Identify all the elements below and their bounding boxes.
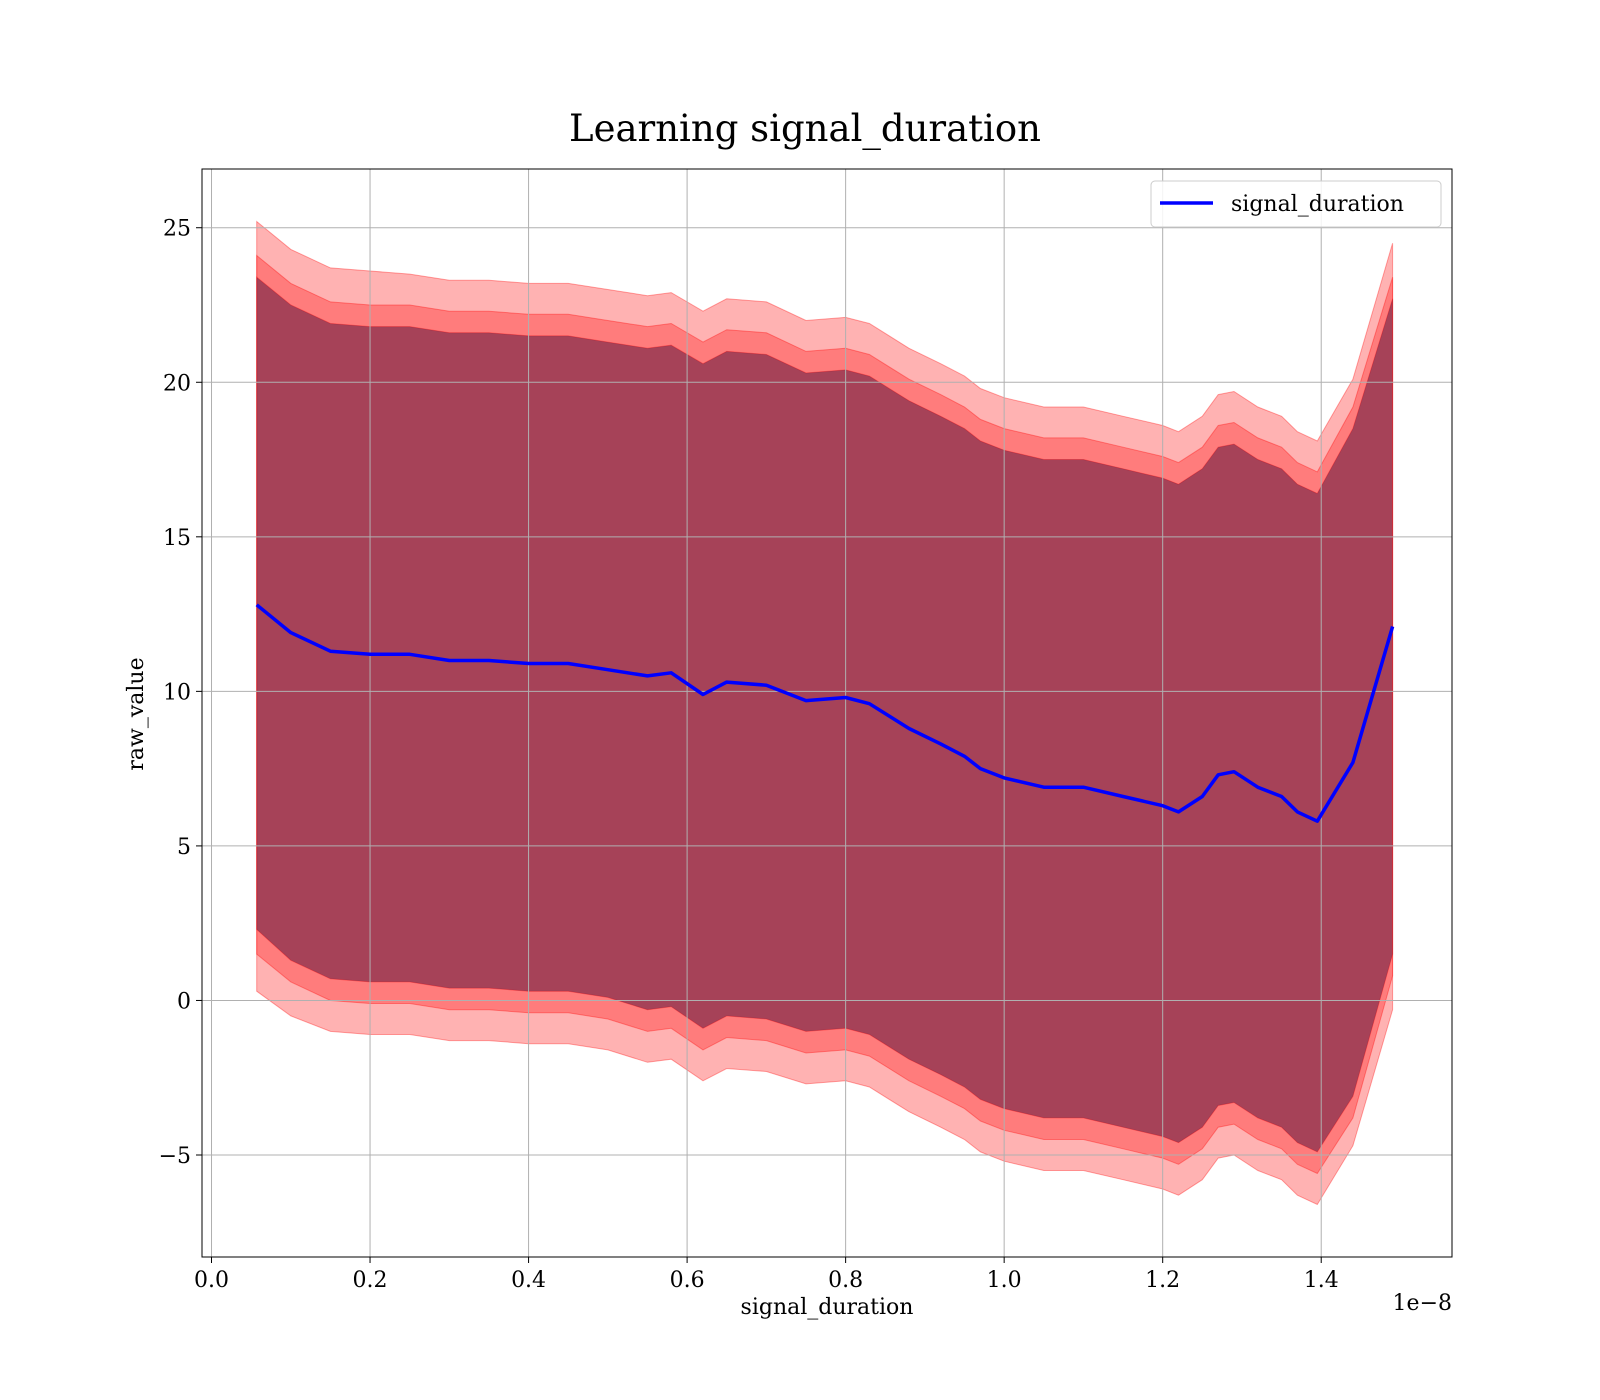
y-tick-label: 0 [177, 989, 191, 1014]
plot-background [202, 169, 1452, 1257]
x-axis-ticks: 0.0 0.2 0.4 0.6 0.8 1.0 1.2 1.4 [194, 1257, 1339, 1293]
x-tick-label: 1.0 [987, 1268, 1022, 1293]
legend-entry-label: signal_duration [1231, 192, 1404, 217]
y-axis-label: raw_value [124, 657, 149, 770]
band-core-overlap [256, 277, 1393, 1152]
y-axis-ticks: −5 0 5 10 15 20 25 [159, 217, 202, 1169]
x-tick-label: 0.6 [670, 1268, 705, 1293]
series-line-signal-duration [255, 603, 1395, 823]
confidence-band-1 [256, 220, 1394, 1206]
y-tick-label: 15 [163, 526, 191, 551]
x-tick-label: 0.4 [511, 1268, 546, 1293]
legend: signal_duration [1150, 180, 1442, 228]
y-tick-label: 10 [163, 680, 191, 705]
x-axis-offset-label: 1e−8 [1393, 1291, 1452, 1316]
confidence-bands [256, 220, 1394, 1206]
y-tick-label: 5 [177, 835, 191, 860]
confidence-band-2 [256, 254, 1394, 1175]
plot-frame [201, 168, 1453, 1258]
y-tick-label: 20 [163, 371, 191, 396]
grid [202, 169, 1452, 1257]
y-tick-label: 25 [163, 217, 191, 242]
legend-box [1150, 180, 1442, 228]
x-axis-label: signal_duration [741, 1295, 914, 1320]
x-tick-label: 1.4 [1304, 1268, 1339, 1293]
x-tick-label: 0.0 [194, 1268, 229, 1293]
y-tick-label: −5 [159, 1144, 191, 1169]
confidence-band-3 [256, 276, 1394, 1153]
chart-title: Learning signal_duration [569, 107, 1041, 151]
x-tick-label: 0.8 [828, 1268, 863, 1293]
plot-area [201, 168, 1453, 1258]
x-tick-label: 1.2 [1145, 1268, 1180, 1293]
x-tick-label: 0.2 [353, 1268, 388, 1293]
mean-lines [255, 603, 1395, 823]
